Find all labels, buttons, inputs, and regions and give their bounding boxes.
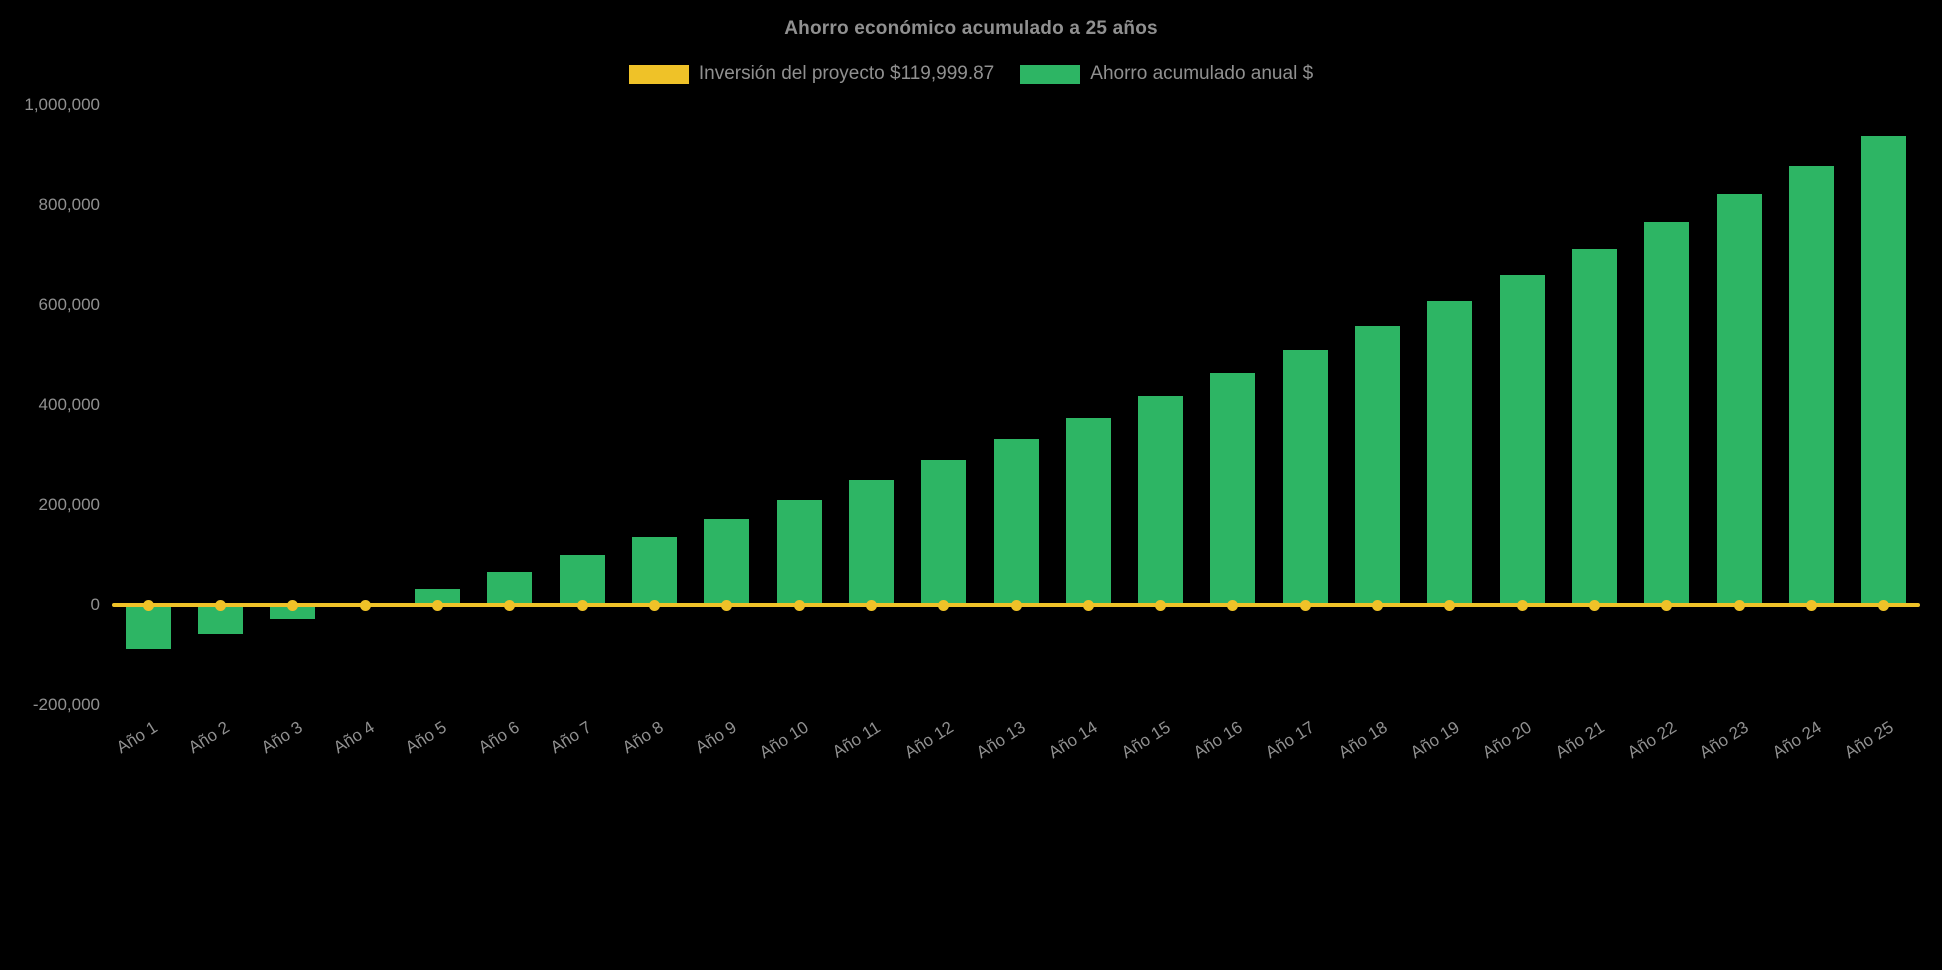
investment-point[interactable] — [1010, 599, 1022, 611]
bar-año-24[interactable] — [1789, 165, 1835, 605]
bar-año-25[interactable] — [1861, 136, 1907, 605]
y-tick-label: 800,000 — [38, 195, 100, 214]
investment-point[interactable] — [142, 599, 154, 611]
investment-point[interactable] — [1661, 599, 1673, 611]
bar-año-8[interactable] — [631, 537, 677, 605]
x-tick-label: Año 24 — [1768, 717, 1825, 763]
savings-legend-label: Ahorro acumulado anual $ — [1090, 63, 1314, 84]
bar-año-19[interactable] — [1427, 300, 1473, 605]
bar-año-1[interactable] — [125, 605, 171, 649]
bar-año-12[interactable] — [921, 460, 967, 605]
chart-title: Ahorro económico acumulado a 25 años — [784, 18, 1158, 39]
savings-legend-swatch — [1020, 64, 1081, 84]
bar-año-20[interactable] — [1499, 275, 1545, 605]
x-tick-label: Año 23 — [1696, 717, 1752, 763]
bar-año-16[interactable] — [1210, 373, 1256, 605]
plot-area — [112, 105, 1920, 705]
x-tick-label: Año 20 — [1479, 717, 1536, 763]
investment-point[interactable] — [1806, 599, 1818, 611]
x-tick-label: Año 19 — [1406, 717, 1463, 763]
x-tick-label: Año 2 — [185, 717, 234, 758]
legend-item-savings[interactable]: Ahorro acumulado anual $ — [1020, 63, 1313, 85]
bar-año-10[interactable] — [776, 499, 822, 605]
investment-legend-label: Inversión del proyecto $119,999.87 — [698, 63, 995, 84]
y-tick-label: 400,000 — [38, 395, 100, 414]
bar-año-23[interactable] — [1716, 194, 1762, 605]
x-tick-label: Año 15 — [1117, 717, 1174, 763]
x-tick-label: Año 9 — [691, 717, 740, 758]
x-tick-label: Año 13 — [972, 717, 1029, 763]
investment-point[interactable] — [1444, 599, 1456, 611]
investment-point[interactable] — [1155, 599, 1167, 611]
bar-año-22[interactable] — [1644, 221, 1690, 605]
y-tick-label: 1,000,000 — [24, 95, 100, 114]
bar-año-14[interactable] — [1065, 417, 1111, 605]
bar-año-5[interactable] — [414, 588, 460, 605]
investment-point[interactable] — [648, 599, 660, 611]
x-tick-label: Año 21 — [1551, 717, 1608, 763]
investment-point[interactable] — [1372, 599, 1384, 611]
investment-point[interactable] — [287, 599, 299, 611]
x-tick-label: Año 5 — [402, 717, 451, 758]
bar-año-17[interactable] — [1282, 349, 1328, 605]
investment-point[interactable] — [938, 599, 950, 611]
investment-point[interactable] — [576, 599, 588, 611]
bar-año-18[interactable] — [1355, 325, 1401, 605]
x-tick-label: Año 11 — [829, 717, 885, 762]
investment-point[interactable] — [1516, 599, 1528, 611]
bar-año-21[interactable] — [1572, 248, 1618, 605]
y-tick-label: 600,000 — [38, 295, 100, 314]
x-tick-label: Año 1 — [113, 717, 161, 758]
bar-año-9[interactable] — [704, 518, 750, 605]
x-tick-label: Año 17 — [1262, 717, 1319, 763]
investment-point[interactable] — [1733, 599, 1745, 611]
investment-point[interactable] — [1227, 599, 1239, 611]
investment-point[interactable] — [1082, 599, 1094, 611]
legend: Inversión del proyecto $119,999.87 Ahorr… — [0, 63, 1942, 85]
investment-point[interactable] — [1878, 599, 1890, 611]
y-axis: 1,000,000 800,000 600,000 400,000 200,000 0 -2… — [0, 95, 100, 714]
y-tick-label: 0 — [90, 595, 100, 614]
investment-point[interactable] — [504, 599, 516, 611]
investment-point[interactable] — [1589, 599, 1601, 611]
bar-año-3[interactable] — [270, 605, 316, 619]
bar-año-7[interactable] — [559, 555, 605, 605]
x-tick-label: Año 18 — [1334, 717, 1391, 763]
x-tick-label: Año 12 — [900, 717, 957, 763]
x-tick-label: Año 3 — [257, 717, 306, 758]
investment-point[interactable] — [214, 599, 226, 611]
investment-point[interactable] — [359, 599, 371, 611]
legend-item-investment[interactable]: Inversión del proyecto $119,999.87 — [628, 63, 995, 85]
investment-point[interactable] — [721, 599, 733, 611]
x-tick-label: Año 7 — [547, 717, 595, 758]
x-tick-label: Año 8 — [619, 717, 668, 758]
investment-point[interactable] — [431, 599, 443, 611]
bar-año-11[interactable] — [848, 480, 894, 605]
investment-point[interactable] — [793, 599, 805, 611]
investment-point[interactable] — [865, 599, 877, 611]
y-tick-label: -200,000 — [32, 695, 100, 714]
x-tick-label: Año 16 — [1189, 717, 1246, 763]
x-tick-label: Año 22 — [1623, 717, 1680, 763]
x-tick-label: Año 14 — [1045, 717, 1102, 763]
bar-año-13[interactable] — [993, 439, 1039, 605]
y-tick-label: 200,000 — [38, 495, 100, 514]
x-tick-label: Año 25 — [1840, 717, 1897, 763]
x-tick-label: Año 4 — [330, 717, 378, 758]
x-tick-label: Año 10 — [756, 717, 812, 763]
investment-point[interactable] — [1299, 599, 1311, 611]
x-tick-label: Año 6 — [474, 717, 523, 758]
bar-año-15[interactable] — [1138, 395, 1184, 605]
investment-legend-swatch — [628, 64, 689, 84]
